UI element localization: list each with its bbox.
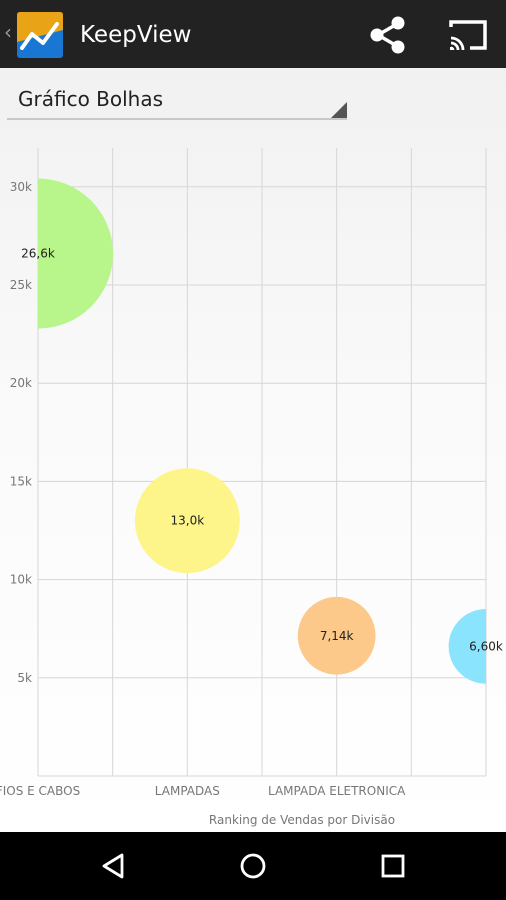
data-bubble <box>448 609 486 684</box>
data-bubble <box>134 468 240 574</box>
y-tick-label: 20k <box>10 376 32 390</box>
chart-screen: Gráfico Bolhas 5k 10k 15k 20k 25k 30k 26,6k 13,… <box>0 68 506 832</box>
share-icon <box>370 16 405 54</box>
x-axis-title: Ranking de Vendas por Divisão <box>209 813 395 827</box>
cast-icon <box>449 20 487 51</box>
recents-icon <box>381 854 405 878</box>
data-label: 13,0k <box>170 514 204 528</box>
keepview-app-icon[interactable] <box>17 12 63 58</box>
data-label: 6,60k <box>469 639 503 653</box>
up-caret-icon[interactable]: ‹ <box>4 20 12 44</box>
chart-type-dropdown[interactable]: Gráfico Bolhas <box>7 82 347 120</box>
x-category-label: FIOS E CABOS <box>0 784 80 798</box>
nav-home-button[interactable] <box>225 846 281 886</box>
y-tick-label: 15k <box>10 474 32 488</box>
x-category-label: LAMPADAS <box>155 784 220 798</box>
action-bar: ‹ KeepView <box>0 0 506 68</box>
dropdown-arrow-icon <box>331 102 347 118</box>
share-button[interactable] <box>364 12 412 58</box>
y-tick-label: 30k <box>10 180 32 194</box>
x-category-label: LAMPADA ELETRONICA <box>268 784 406 798</box>
bubble-chart: 5k 10k 15k 20k 25k 30k 26,6k 13,0k 7,14k 6,60k FIO… <box>0 148 503 827</box>
y-tick-label: 25k <box>10 278 32 292</box>
y-tick-label: 5k <box>17 671 32 685</box>
home-icon <box>240 853 266 879</box>
data-label: 26,6k <box>21 247 55 261</box>
chart-type-value: Gráfico Bolhas <box>18 87 164 111</box>
app-title: KeepView <box>80 22 192 48</box>
data-label: 7,14k <box>320 629 354 643</box>
cast-button[interactable] <box>444 12 492 58</box>
system-nav-bar <box>0 832 506 900</box>
data-bubble <box>297 596 376 675</box>
y-tick-label: 10k <box>10 573 32 587</box>
back-icon <box>102 853 124 879</box>
data-bubble <box>38 178 114 329</box>
nav-recents-button[interactable] <box>365 846 421 886</box>
nav-back-button[interactable] <box>86 846 142 886</box>
